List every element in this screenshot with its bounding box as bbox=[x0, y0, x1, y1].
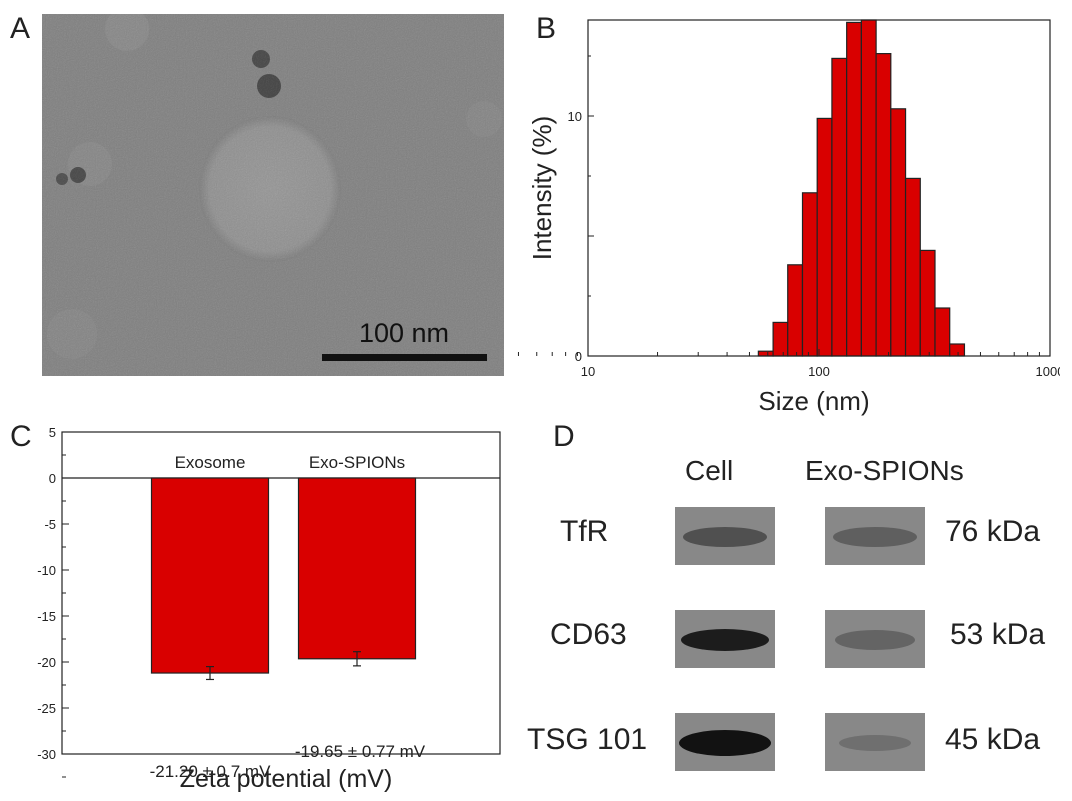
y-tick-label: 10 bbox=[568, 109, 582, 124]
histogram-bar bbox=[904, 177, 921, 357]
band bbox=[833, 527, 917, 547]
histogram-bar bbox=[846, 21, 863, 357]
histogram-bar bbox=[757, 350, 774, 357]
panel-label-d: D bbox=[553, 420, 575, 453]
zeta-potential-chart: 5 0 -5 -10 -15 -20 -25 -30 Exosome -21.20 ± 0.7 m… bbox=[37, 425, 501, 793]
blot-strip-tfr-cell bbox=[675, 507, 775, 565]
column-header-cell: Cell bbox=[685, 455, 734, 486]
histogram-bar bbox=[816, 117, 833, 357]
zeta-bar bbox=[297, 477, 417, 660]
histogram-bar bbox=[787, 264, 804, 357]
tem-micrograph: 100 nm bbox=[42, 14, 504, 376]
band bbox=[681, 629, 769, 651]
y-tick-label: -30 bbox=[37, 747, 56, 762]
blot-strip-tfr-exo bbox=[825, 507, 925, 565]
histogram-bar bbox=[890, 108, 907, 357]
y-tick-label: 0 bbox=[575, 349, 582, 364]
x-tick-label: 10 bbox=[581, 364, 595, 379]
histogram-bar bbox=[831, 57, 848, 357]
value-annotation: -19.65 ± 0.77 mV bbox=[295, 742, 426, 761]
column-header-exo-spions: Exo-SPIONs bbox=[805, 455, 964, 486]
y-tick-label: -25 bbox=[37, 701, 56, 716]
size-label-45kda: 45 kDa bbox=[945, 723, 1041, 756]
panel-label-b: B bbox=[536, 12, 557, 45]
western-blot: Cell Exo-SPIONs TfR CD63 TSG 101 76 kDa … bbox=[527, 415, 1065, 795]
panel-label-a: A bbox=[10, 12, 31, 45]
y-tick-label: -20 bbox=[37, 655, 56, 670]
plot-frame bbox=[61, 431, 501, 755]
band bbox=[679, 730, 771, 756]
category-label: Exosome bbox=[175, 453, 246, 472]
panel-label-c: C bbox=[10, 420, 32, 453]
histogram-bar bbox=[934, 307, 951, 357]
blot-strip-tsg101-exo bbox=[825, 713, 925, 771]
band bbox=[839, 735, 911, 751]
band bbox=[683, 527, 767, 547]
y-tick-label: 0 bbox=[49, 471, 56, 486]
y-tick-label: -15 bbox=[37, 609, 56, 624]
band bbox=[835, 630, 915, 650]
x-axis-label: Size (nm) bbox=[758, 386, 869, 416]
histogram-bar bbox=[772, 321, 789, 357]
protein-label-tsg101: TSG 101 bbox=[527, 723, 648, 756]
histogram-bar bbox=[801, 192, 818, 357]
size-label-76kda: 76 kDa bbox=[945, 515, 1041, 548]
size-label-53kda: 53 kDa bbox=[950, 618, 1046, 651]
histogram-bar bbox=[875, 52, 892, 357]
x-tick-label: 100 bbox=[808, 364, 830, 379]
y-tick-label: 5 bbox=[49, 425, 56, 440]
histogram-bar bbox=[919, 249, 936, 357]
protein-label-tfr: TfR bbox=[560, 515, 609, 548]
scale-bar bbox=[322, 354, 487, 361]
histogram-bar bbox=[949, 343, 966, 357]
y-axis-label: Intensity (%) bbox=[527, 116, 557, 261]
blot-strip-tsg101-cell bbox=[675, 713, 775, 771]
category-label: Exo-SPIONs bbox=[309, 453, 405, 472]
size-distribution-chart: 101001000010Size (nm)Intensity (%) bbox=[517, 19, 1060, 416]
histogram-bar bbox=[860, 19, 877, 357]
blot-strip-cd63-cell bbox=[675, 610, 775, 668]
x-axis-label: Zeta potential (mV) bbox=[180, 765, 393, 793]
scale-bar-label: 100 nm bbox=[359, 318, 449, 348]
blot-strip-cd63-exo bbox=[825, 610, 925, 668]
protein-label-cd63: CD63 bbox=[550, 618, 627, 651]
value-annotation: -21.20 ± 0.7 mV bbox=[150, 762, 271, 781]
zeta-bar bbox=[150, 477, 270, 674]
y-tick-label: -5 bbox=[44, 517, 56, 532]
y-tick-label: -10 bbox=[37, 563, 56, 578]
